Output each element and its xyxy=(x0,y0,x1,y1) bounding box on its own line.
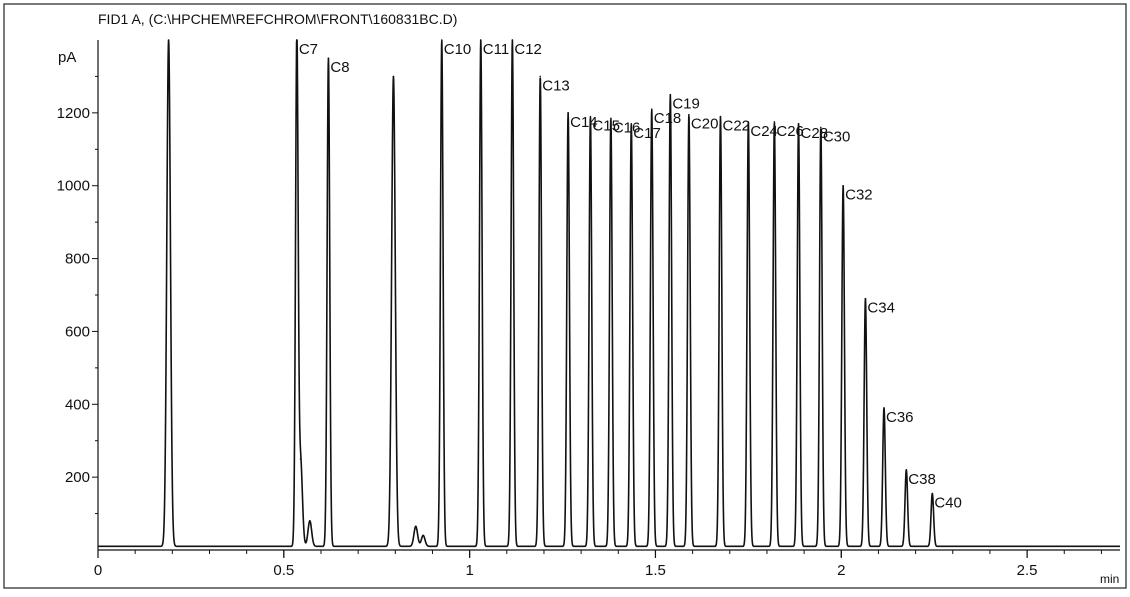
peak-point xyxy=(392,75,395,78)
peak-label: C24 xyxy=(750,123,778,140)
peak-label: C11 xyxy=(483,41,509,58)
peak-point xyxy=(567,112,569,114)
y-axis-unit-label: pA xyxy=(58,49,76,66)
peak-label: C20 xyxy=(691,116,719,133)
x-tick-label: 0 xyxy=(94,562,102,579)
peak-label: C34 xyxy=(867,300,895,317)
peak-label: C26 xyxy=(776,123,804,140)
y-tick-label: 1200 xyxy=(57,105,90,122)
x-tick-label: 1.5 xyxy=(645,562,666,579)
peak-label: C32 xyxy=(845,187,873,204)
peak-label: C30 xyxy=(823,128,851,145)
peak-label: C40 xyxy=(934,495,962,512)
peak-label: C13 xyxy=(542,77,570,94)
axes: 200 400 600 800 1000 1200 0 0.5 1 1.5 2 2.5 xyxy=(57,40,1120,579)
x-tick-label: 0.5 xyxy=(273,562,294,579)
peak-label: C22 xyxy=(722,118,750,135)
peak-label: C18 xyxy=(654,110,682,127)
y-tick-label: 200 xyxy=(65,469,90,486)
peak-label: C28 xyxy=(801,125,829,142)
y-tick-label: 800 xyxy=(65,251,90,268)
peak-point xyxy=(883,407,885,409)
peak-point xyxy=(422,534,424,537)
y-tick-label: 600 xyxy=(65,323,90,340)
x-tick-label: 2 xyxy=(837,562,845,579)
peak-point xyxy=(299,458,302,460)
peak-point xyxy=(414,525,417,528)
peak-label: C16 xyxy=(613,119,641,136)
peak-point xyxy=(610,117,612,120)
peak-point xyxy=(688,113,690,116)
y-tick-label: 1000 xyxy=(57,178,90,195)
x-tick-label: 1 xyxy=(465,562,473,579)
peak-label: C17 xyxy=(633,125,661,142)
peak-point xyxy=(296,39,298,41)
peak-label: C15 xyxy=(592,118,620,135)
peak-label: C38 xyxy=(908,471,936,488)
peak-point xyxy=(797,122,800,125)
peak-point xyxy=(842,184,844,187)
peak-label: C10 xyxy=(444,41,472,58)
peak-point xyxy=(905,469,908,471)
peak-point xyxy=(669,93,672,96)
peak-label: C36 xyxy=(886,409,914,426)
y-tick-label: 400 xyxy=(65,396,90,413)
chart-title: FID1 A, (C:\HPCHEM\REFCHROM\FRONT\160831… xyxy=(98,11,457,27)
peak-label: C12 xyxy=(514,41,542,58)
peak-point xyxy=(309,520,311,522)
peak-point xyxy=(650,108,653,111)
peak-point xyxy=(864,297,867,300)
peak-point xyxy=(440,39,443,41)
peak-point xyxy=(479,39,482,41)
peak-point xyxy=(167,39,170,41)
peak-point xyxy=(747,121,750,123)
peak-point xyxy=(511,39,514,41)
peak-point xyxy=(820,126,822,129)
peak-label: C19 xyxy=(672,96,700,113)
x-tick-label: 2.5 xyxy=(1017,562,1038,579)
fid-signal-trace xyxy=(97,39,1121,548)
peak-label: C7 xyxy=(299,41,318,58)
peak-point xyxy=(630,122,633,125)
x-axis-unit-label: min xyxy=(1100,572,1119,586)
peak-point xyxy=(719,115,722,118)
peak-point xyxy=(539,75,542,78)
peak-point xyxy=(931,492,934,495)
peak-label: C14 xyxy=(570,114,598,131)
peak-point xyxy=(327,57,330,60)
peak-label: C8 xyxy=(330,59,349,76)
peak-point xyxy=(773,121,776,123)
peak-point xyxy=(589,115,592,118)
trace-layer xyxy=(97,39,1121,548)
